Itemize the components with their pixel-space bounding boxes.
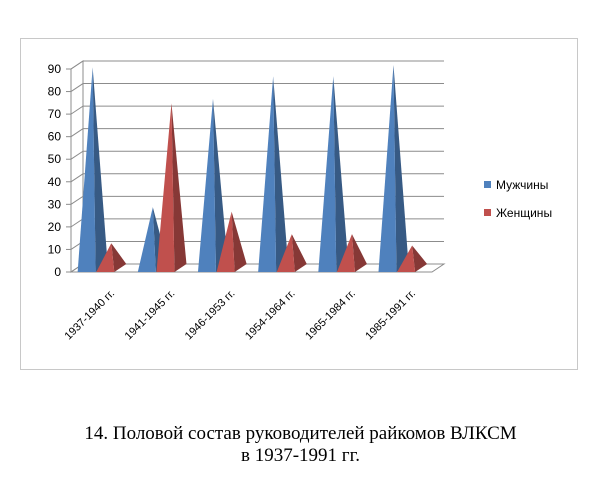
legend: Мужчины Женщины [484,178,552,220]
pyramid-side-face [111,243,127,272]
pyramid-bar [336,234,367,272]
pyramid-front-face [258,76,277,273]
gridline [70,195,444,205]
pyramid-bar [96,243,127,272]
pyramid-front-face [96,243,115,272]
y-tick-label: 90 [48,62,62,76]
legend-label: Женщины [496,206,552,220]
y-tick-label: 60 [48,130,62,144]
pyramid-side-face [92,67,108,272]
gridlines [70,60,444,273]
chart-area: 0 10 20 30 40 50 60 70 80 90 1937-1940 гг. 1941-19… [20,38,578,370]
gridline [70,105,444,115]
gridline [70,128,444,138]
pyramid-bar [197,98,228,272]
pyramid-front-face [276,234,295,272]
bars [77,65,428,273]
pyramid-front-face [197,98,216,272]
pyramid-front-face [156,103,175,272]
y-axis-ticks: 0 10 20 30 40 50 60 70 80 90 [48,62,71,279]
x-category-label: 1937-1940 гг. [62,288,117,343]
pyramid-side-face [273,76,289,273]
pyramid-bar-chart: 0 10 20 30 40 50 60 70 80 90 1937-1940 гг. 1941-19… [48,60,552,343]
pyramid-front-face [397,245,416,272]
y-tick-label: 10 [48,242,62,256]
caption-line-2: в 1937-1991 гг. [241,445,360,466]
x-category-label: 1985-1991 гг. [363,288,418,343]
pyramid-side-face [291,234,307,272]
y-tick-label: 20 [48,220,62,234]
legend-swatch [484,181,491,188]
pyramid-bar [216,211,247,272]
y-tick-label: 30 [48,197,62,211]
y-tick-label: 0 [54,265,61,279]
pyramid-bar [397,245,428,272]
gridline [70,150,444,160]
pyramid-bar [156,103,187,272]
pyramid-side-face [231,211,247,272]
pyramid-side-face [412,245,428,272]
gridline [70,173,444,183]
pyramid-bar [276,234,307,272]
pyramid-bar [77,67,108,272]
gridline [70,60,444,70]
pyramid-front-face [318,76,337,273]
pyramid-front-face [137,207,156,272]
pyramid-side-face [171,103,187,272]
legend-label: Мужчины [496,178,548,192]
pyramid-side-face [212,98,228,272]
x-category-label: 1946-1953 гг. [183,288,238,343]
y-tick-label: 40 [48,175,62,189]
pyramid-side-face [393,65,409,272]
pyramid-front-face [77,67,96,272]
y-tick-label: 70 [48,107,62,121]
x-axis-labels: 1937-1940 гг. 1941-1945 гг. 1946-1953 гг. 1… [62,288,418,343]
x-category-label: 1954-1964 гг. [243,288,298,343]
gridline [70,83,444,92]
y-tick-label: 50 [48,152,62,166]
pyramid-side-face [333,76,349,273]
x-category-label: 1965-1984 гг. [303,288,358,343]
y-tick-label: 80 [48,85,62,99]
figure-caption: 14. Половой состав руководителей райкомо… [0,423,601,467]
legend-swatch [484,209,491,216]
pyramid-bar [318,76,349,273]
caption-line-1: 14. Половой состав руководителей райкомо… [84,423,517,444]
pyramid-front-face [216,211,235,272]
pyramid-bar [378,65,409,272]
x-category-label: 1941-1945 гг. [123,288,178,343]
pyramid-side-face [351,234,367,272]
pyramid-bar [258,76,289,273]
pyramid-front-face [336,234,355,272]
pyramid-front-face [378,65,397,272]
